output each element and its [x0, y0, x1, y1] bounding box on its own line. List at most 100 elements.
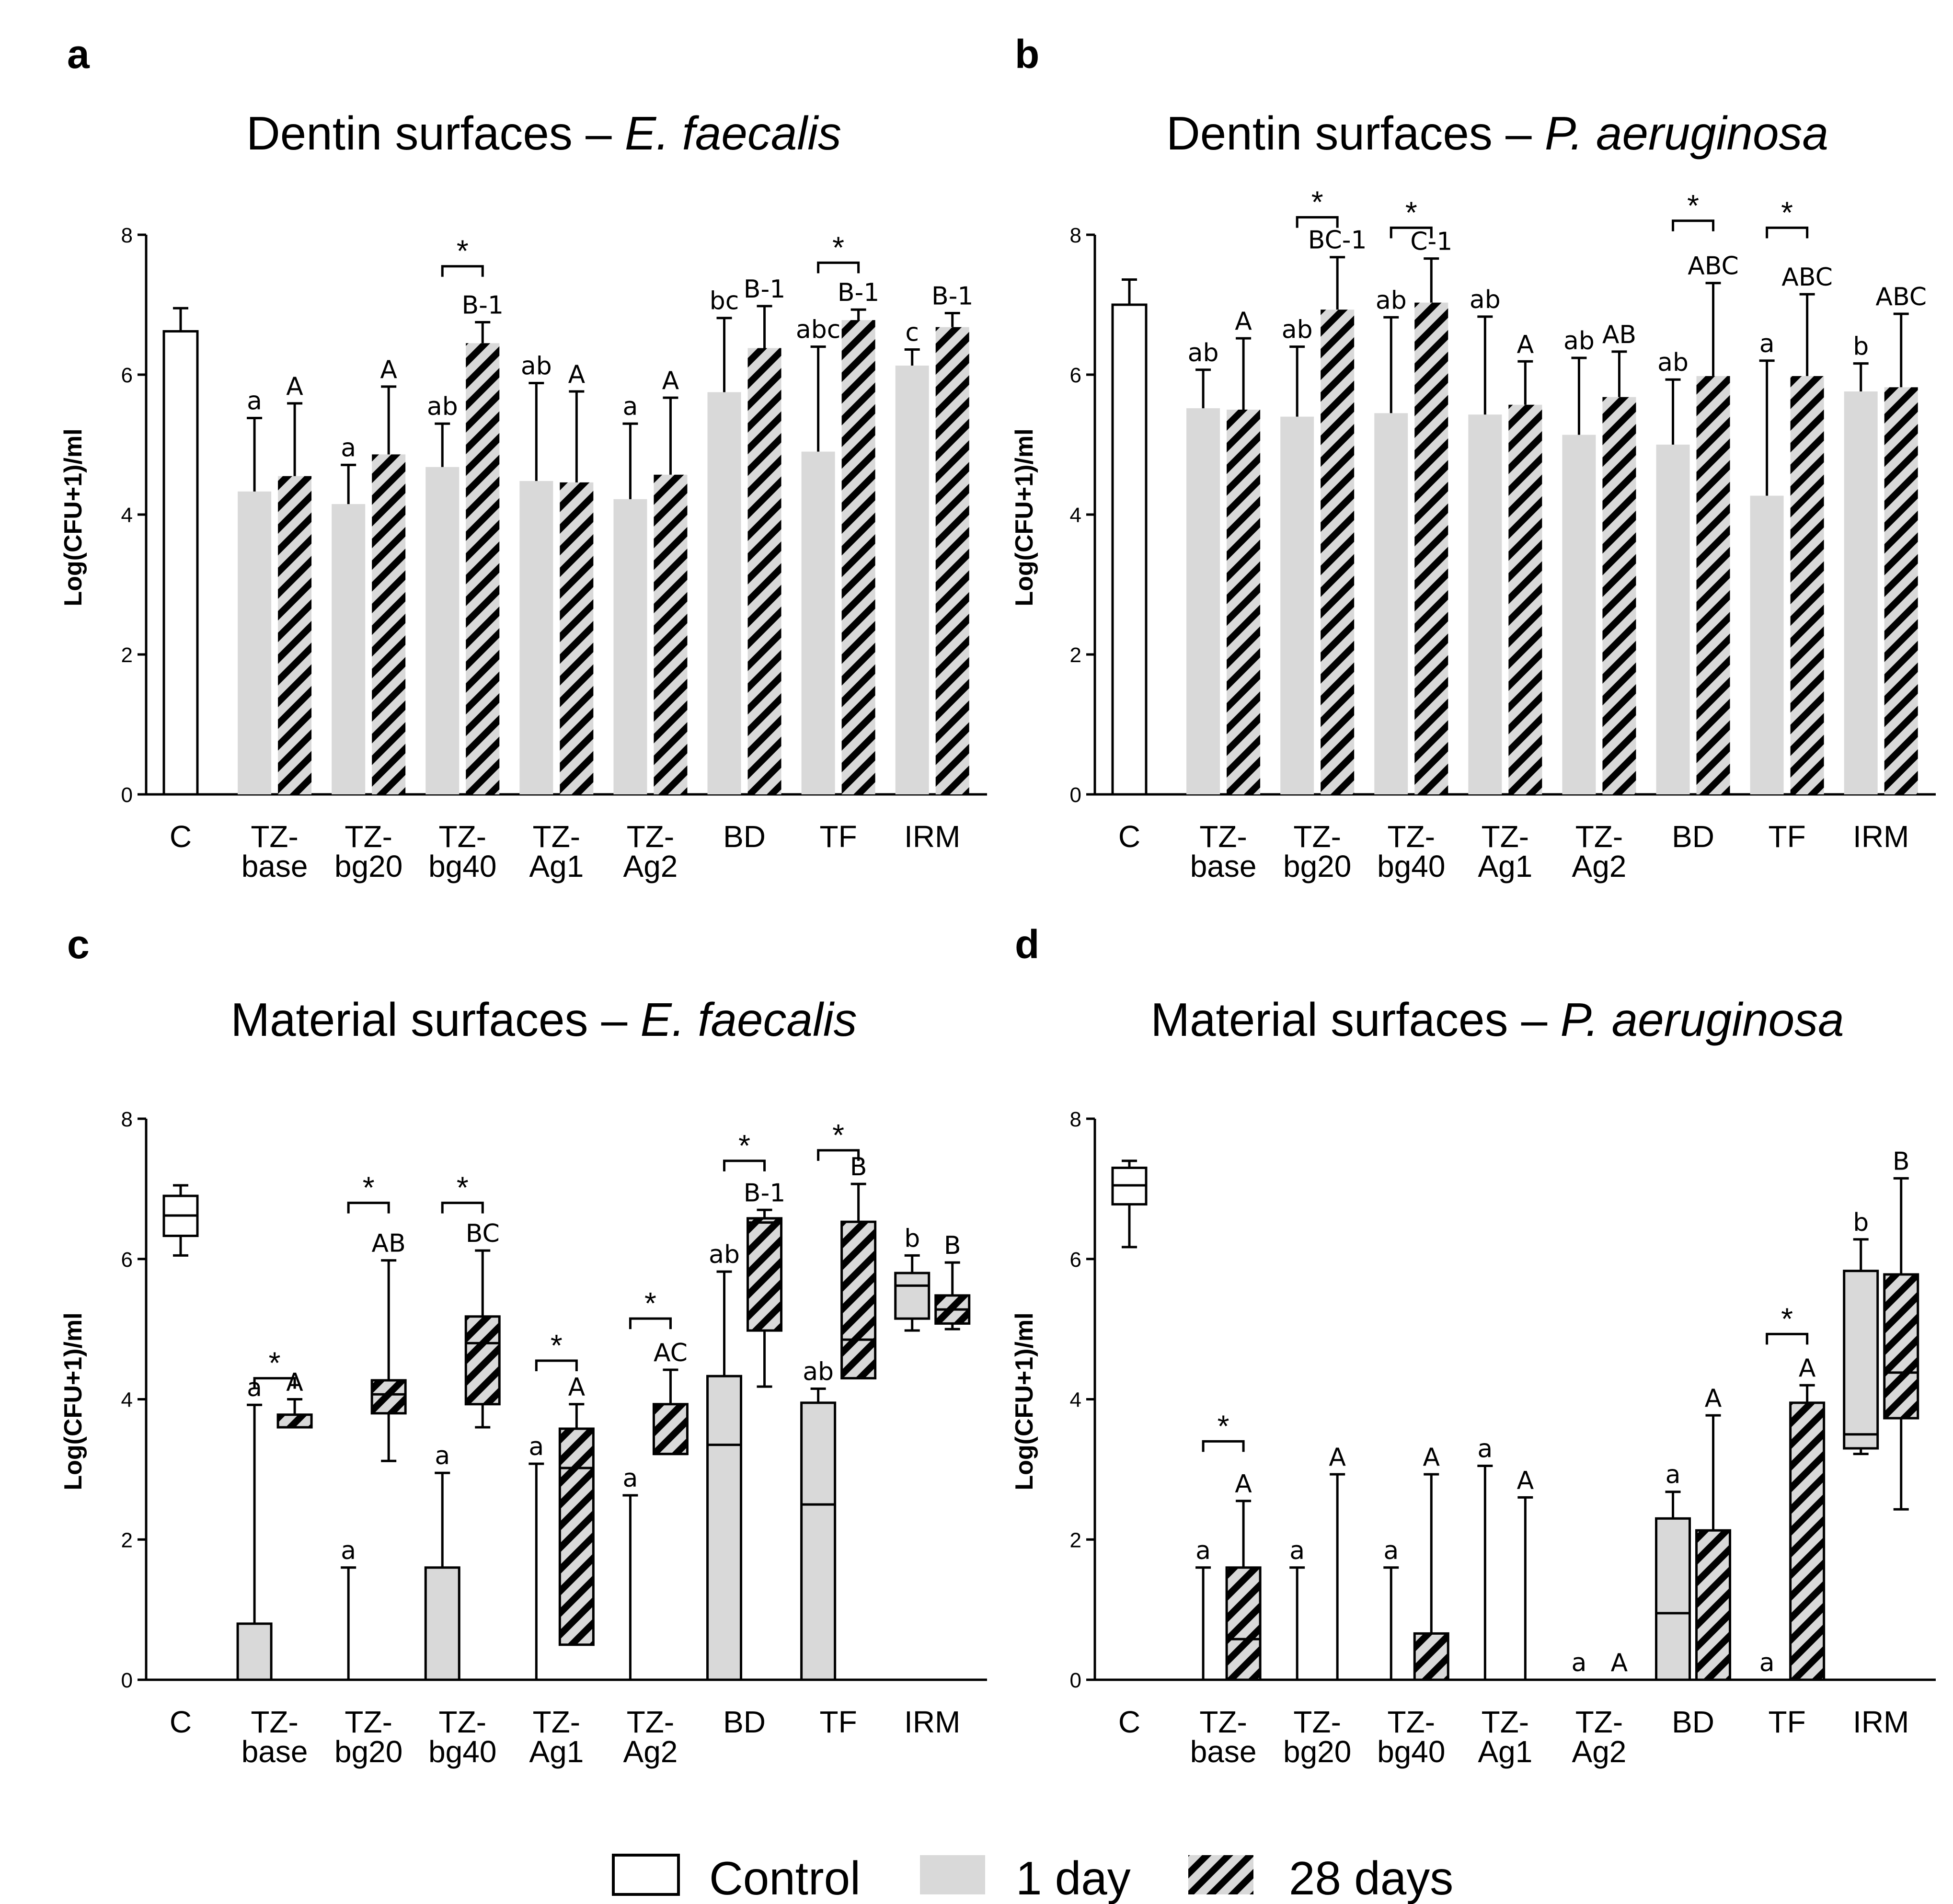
data-label-day1: b [1853, 333, 1869, 361]
x-tick-label: BD [723, 1705, 766, 1739]
x-tick-label-line: TZ- [439, 819, 487, 854]
bar-day28 [747, 348, 781, 794]
data-label-day28: A [286, 372, 303, 401]
legend-swatch-28-days [1188, 1855, 1253, 1894]
x-tick-label: C [1118, 1705, 1140, 1739]
bar-day28 [1602, 397, 1636, 794]
data-label-day28: B-1 [931, 282, 974, 311]
bar-day1 [1186, 408, 1220, 794]
significance-bracket [1202, 1440, 1245, 1452]
data-label-day1: ab [1657, 348, 1689, 377]
bar-day1 [613, 499, 647, 794]
x-tick-label-line: bg40 [428, 849, 496, 883]
panel-a: a Dentin surfaces – E. faecalis Log(CFU+1… [59, 32, 987, 883]
significance-star: * [644, 1286, 656, 1320]
y-axis-label: Log(CFU+1)/ml [59, 428, 87, 606]
bar-control [1111, 303, 1148, 796]
data-label-day1: ab [427, 392, 458, 421]
x-tick-label: TZ-base [241, 819, 308, 883]
x-tick-label-line: IRM [904, 819, 960, 854]
x-tick-label-line: TZ- [1482, 1705, 1529, 1739]
panel-d: d Material surfaces – P. aeruginosa Log(C… [1011, 922, 1936, 1769]
bar-day28 [1321, 310, 1355, 794]
bar-day28 [466, 343, 500, 794]
x-tick-label-line: TZ- [627, 1705, 675, 1739]
bar-day28 [560, 482, 594, 794]
y-tick-label: 6 [1070, 364, 1081, 387]
significance-star: * [1781, 1301, 1793, 1336]
x-tick-label-line: base [241, 1734, 308, 1769]
x-tick-label: TF [820, 819, 857, 854]
title-species: E. faecalis [641, 993, 857, 1046]
data-label-day28: BC-1 [1308, 226, 1367, 255]
significance-bracket [441, 265, 484, 277]
significance-star: * [1687, 188, 1699, 223]
x-tick-label: IRM [904, 1705, 960, 1739]
significance-star: * [738, 1128, 750, 1163]
bar-day1 [1562, 435, 1596, 794]
y-axis-label: Log(CFU+1)/ml [1011, 1312, 1038, 1490]
y-tick-label: 2 [1070, 1528, 1081, 1552]
data-label-day28: AC [654, 1339, 688, 1367]
box-day28 [747, 1217, 783, 1332]
data-label-day1: abc [796, 316, 840, 344]
y-tick-label: 2 [1070, 643, 1081, 667]
bar-day1 [519, 481, 553, 794]
y-axis-label: Log(CFU+1)/ml [1011, 428, 1038, 606]
x-tick-label: TZ-base [241, 1705, 308, 1769]
x-tick-label-line: bg20 [334, 1734, 402, 1769]
box-day28 [652, 1403, 689, 1456]
bar-day28 [1884, 387, 1918, 794]
x-tick-label-line: BD [1672, 1705, 1714, 1739]
x-tick-label-line: C [170, 819, 192, 854]
y-axis-label: Log(CFU+1)/ml [59, 1312, 87, 1490]
y-tick-label: 4 [121, 504, 133, 527]
legend-label-28-days: 28 days [1289, 1852, 1453, 1904]
significance-star: * [457, 234, 469, 268]
x-tick-label: TZ-bg40 [428, 819, 496, 883]
data-label-day1: ab [803, 1358, 834, 1387]
data-label-day1: a [1759, 330, 1775, 358]
panel-b: b Dentin surfaces – P. aeruginosa Log(CFU… [1011, 32, 1936, 883]
significance-bracket [347, 1202, 390, 1214]
title-text: Material surfaces – [230, 993, 640, 1046]
bar-day1 [1656, 445, 1690, 794]
y-tick-label: 0 [121, 783, 133, 807]
legend-swatch-1-day [920, 1855, 985, 1894]
box-day28 [1413, 1632, 1449, 1681]
x-tick-label: IRM [1853, 1705, 1909, 1739]
significance-bracket [723, 1159, 766, 1171]
x-tick-label-line: bg40 [1377, 849, 1445, 883]
panel-title: Material surfaces – P. aeruginosa [1150, 993, 1844, 1046]
x-tick-label: TZ-Ag1 [529, 819, 584, 883]
x-tick-label-line: base [241, 849, 308, 883]
y-tick-label: 6 [1070, 1248, 1081, 1272]
title-text: Dentin surfaces – [246, 107, 625, 160]
data-label-day28: A [662, 367, 679, 395]
data-label-day1: c [905, 318, 919, 347]
panel-letter-c: c [67, 922, 90, 967]
x-tick-label-line: TZ- [533, 819, 581, 854]
x-tick-label: BD [1672, 1705, 1714, 1739]
box-day1 [1843, 1270, 1879, 1450]
x-tick-label-line: IRM [1853, 819, 1909, 854]
x-tick-label-line: C [1118, 1705, 1140, 1739]
x-tick-label: TZ-bg20 [1283, 819, 1351, 883]
x-tick-label-line: bg40 [428, 1734, 496, 1769]
x-tick-label: TZ-Ag2 [623, 819, 678, 883]
x-tick-label-line: BD [723, 819, 766, 854]
box-day28 [370, 1379, 407, 1415]
y-tick-label: 8 [121, 1108, 133, 1131]
significance-bracket [1296, 216, 1339, 228]
x-tick-label: TZ-bg20 [334, 1705, 402, 1769]
box-day28 [558, 1427, 595, 1646]
x-tick-label: TZ-base [1190, 819, 1257, 883]
x-tick-label-line: Ag2 [1572, 849, 1627, 883]
data-label-day28: B-1 [744, 1179, 786, 1207]
data-label-day28: BC [466, 1219, 500, 1248]
box-day1 [800, 1401, 837, 1681]
x-tick-label: C [170, 1705, 192, 1739]
title-text: Dentin surfaces – [1166, 107, 1545, 160]
data-label-day28: AB [1602, 321, 1636, 349]
x-tick-label-line: base [1190, 849, 1257, 883]
